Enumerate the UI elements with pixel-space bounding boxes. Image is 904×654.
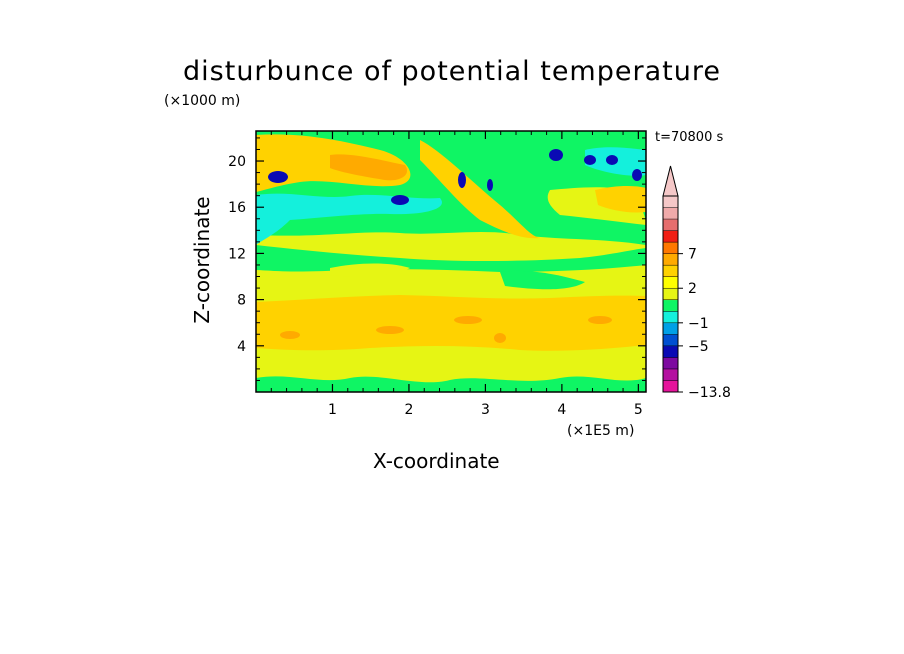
x-tick-label: 5 bbox=[634, 402, 643, 418]
field-right-orange bbox=[595, 185, 646, 213]
colorbar-swatch bbox=[663, 207, 678, 220]
colorbar-extend-max bbox=[662, 165, 679, 197]
field-orange-blob-4 bbox=[454, 316, 482, 324]
colorbar-swatch bbox=[663, 230, 678, 243]
colorbar-swatch bbox=[663, 276, 678, 289]
field-yellow-patch-1 bbox=[330, 263, 410, 277]
chart-title: disturbunce of potential temperature bbox=[183, 56, 721, 87]
colorbar-swatch bbox=[663, 288, 678, 301]
colorbar-swatch bbox=[663, 334, 678, 347]
colorbar-swatch bbox=[663, 265, 678, 278]
field-blue-blob-3 bbox=[458, 172, 466, 188]
field-upper-orange-2 bbox=[330, 154, 408, 181]
field-blue-blob-1 bbox=[268, 171, 288, 183]
field-orange-blob-1 bbox=[280, 331, 300, 339]
field-blue-blob-8 bbox=[632, 169, 642, 181]
colorbar-swatch bbox=[663, 196, 678, 208]
colorbar-label: 7 bbox=[688, 247, 697, 263]
colorbar-swatch bbox=[663, 345, 678, 358]
contour-field bbox=[256, 131, 646, 392]
field-surface-green bbox=[256, 376, 646, 392]
field-blue-blob-5 bbox=[549, 149, 563, 161]
field-orange-band bbox=[256, 295, 646, 351]
colorbar-swatch bbox=[663, 311, 678, 324]
field-orange-blob-3 bbox=[494, 333, 506, 343]
field-orange-blob-5 bbox=[588, 316, 612, 324]
x-tick-label: 1 bbox=[328, 402, 337, 418]
field-orange-blob-2 bbox=[376, 326, 404, 334]
colorbar: 7 2 −1 −5 −13.8 bbox=[662, 165, 731, 401]
field-diagonal-wave bbox=[420, 140, 540, 239]
x-tick-label: 2 bbox=[404, 402, 413, 418]
colorbar-label: 2 bbox=[688, 281, 697, 297]
colorbar-swatch bbox=[663, 242, 678, 254]
x-axis-unit: (×1E5 m) bbox=[567, 423, 635, 439]
colorbar-swatch bbox=[663, 299, 678, 312]
colorbar-label: −13.8 bbox=[688, 385, 731, 401]
plot-frame bbox=[255, 130, 647, 393]
colorbar-swatch bbox=[663, 253, 678, 266]
x-tick-label: 4 bbox=[557, 402, 566, 418]
field-blue-blob-2 bbox=[391, 195, 409, 205]
colorbar-label: −5 bbox=[688, 339, 709, 355]
colorbar-label: −1 bbox=[688, 316, 709, 332]
x-tick-label: 3 bbox=[481, 402, 490, 418]
colorbar-swatch bbox=[663, 322, 678, 335]
y-tick-label: 20 bbox=[228, 154, 246, 170]
colorbar-swatch bbox=[663, 357, 678, 370]
colorbar-swatch bbox=[663, 368, 678, 381]
field-blue-blob-4 bbox=[487, 179, 493, 191]
field-blue-blob-7 bbox=[606, 155, 618, 165]
y-axis-unit: (×1000 m) bbox=[164, 93, 241, 109]
colorbar-swatch bbox=[663, 380, 678, 393]
x-axis-label: X-coordinate bbox=[373, 449, 500, 473]
y-tick-label: 8 bbox=[237, 293, 246, 309]
field-cyan-band bbox=[256, 193, 442, 245]
field-blue-blob-6 bbox=[584, 155, 596, 165]
y-tick-label: 16 bbox=[228, 200, 246, 216]
y-tick-label: 12 bbox=[228, 246, 246, 262]
y-tick-label: 4 bbox=[237, 339, 246, 355]
colorbar-swatch bbox=[663, 219, 678, 231]
time-annotation: t=70800 s bbox=[655, 130, 724, 145]
field-yellow-band bbox=[256, 270, 646, 300]
field-green-patch-1 bbox=[500, 270, 585, 290]
